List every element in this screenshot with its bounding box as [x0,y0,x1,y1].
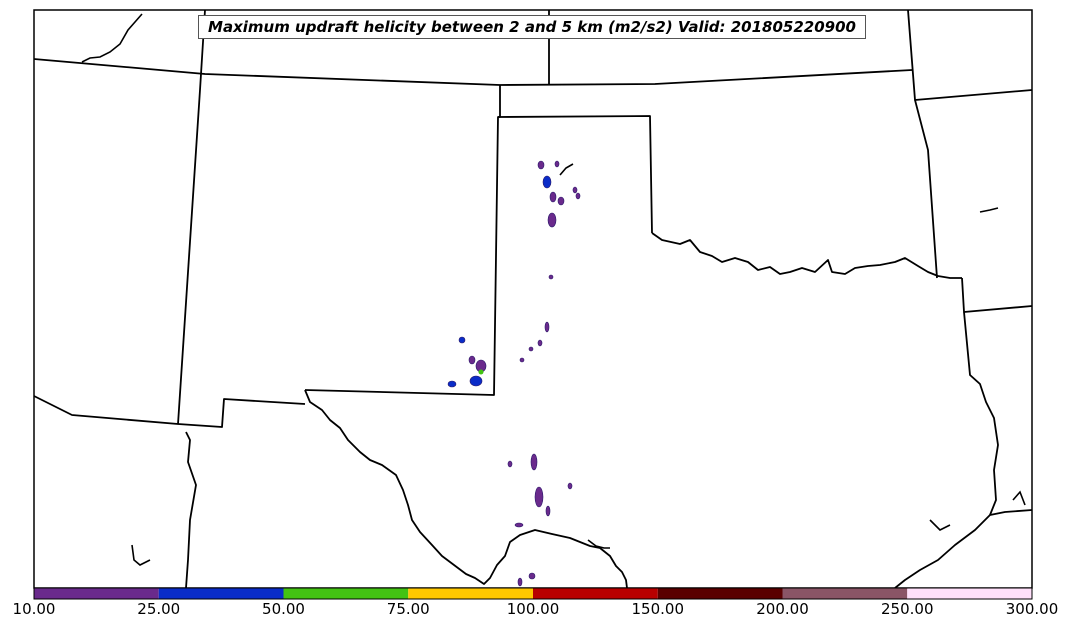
helicity-cell [469,375,483,387]
helicity-cell [528,572,536,580]
colorbar-tick-label: 300.00 [1005,600,1059,618]
helicity-cell [557,196,565,206]
helicity-cell [537,339,543,347]
helicity-cell [530,453,538,471]
helicity-cell [517,577,523,587]
helicity-cell [468,355,476,365]
colorbar-outline [33,587,1033,600]
colorbar-tick-label: 100.00 [506,600,560,618]
coast-details [81,13,1026,566]
colorbar-tick-label: 200.00 [756,600,809,618]
colorbar-tick-label: 250.00 [881,600,934,618]
colorbar-tick-label: 25.00 [137,600,181,618]
helicity-cell [458,336,466,344]
helicity-cell [514,522,524,528]
state-boundaries [33,9,1033,589]
helicity-cells [447,160,581,587]
map-frame [33,9,1033,589]
helicity-cell [534,486,544,508]
helicity-cell [519,357,525,363]
helicity-cell [567,482,573,490]
colorbar-bin [283,588,409,599]
map-title: Maximum updraft helicity between 2 and 5… [198,15,866,39]
colorbar-bin [907,588,1032,599]
helicity-cell [545,505,551,517]
helicity-cell [542,175,552,189]
helicity-cell [575,192,581,200]
helicity-cell [537,160,545,170]
colorbar-tick-label: 50.00 [262,600,305,618]
colorbar-tick-label: 150.00 [631,600,685,618]
colorbar-bin [782,588,908,599]
helicity-cell [572,186,578,194]
helicity-cell [547,212,557,228]
colorbar [33,587,1033,600]
helicity-cell [447,380,457,388]
helicity-cell [528,346,534,352]
colorbar-bin [158,588,284,599]
colorbar-tick-label: 10.00 [12,600,56,618]
helicity-cell [544,321,550,333]
colorbar-bin [408,588,533,599]
helicity-cell-core [478,369,484,375]
colorbar-bin [533,588,658,599]
colorbar-bin [657,588,783,599]
helicity-cell [554,160,560,168]
helicity-cell [507,460,513,468]
colorbar-tick-label: 75.00 [386,600,430,618]
colorbar-bin [34,588,159,599]
helicity-cell [549,191,557,203]
helicity-cell [548,274,554,280]
